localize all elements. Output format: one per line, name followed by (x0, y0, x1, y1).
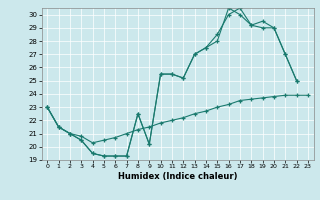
X-axis label: Humidex (Indice chaleur): Humidex (Indice chaleur) (118, 172, 237, 181)
